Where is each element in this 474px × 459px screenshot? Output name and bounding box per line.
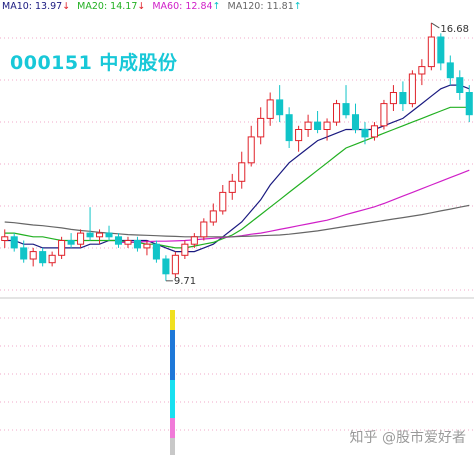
legend-label: MA10: 13.97 [2, 1, 63, 12]
candle-body [361, 129, 369, 138]
candle-body [408, 73, 416, 105]
ma-line [4, 204, 470, 238]
candle-body [266, 99, 274, 119]
candle-body [219, 191, 227, 212]
chart-title: 000151 中成股份 [10, 52, 178, 74]
legend-entry: MA120: 11.81↑ [228, 1, 302, 12]
indicator-segment [170, 438, 175, 455]
candle-body [465, 92, 473, 116]
candle-body [276, 99, 284, 116]
candle-body [96, 232, 104, 238]
legend-trend: ↑ [293, 1, 302, 12]
candle-body [181, 243, 189, 256]
legend: MA10: 13.97↓ MA20: 14.17↓ MA60: 12.84↑ MA12… [2, 1, 309, 12]
candle-body [342, 103, 350, 116]
annotation-leader [431, 22, 440, 29]
legend-entry: MA60: 12.84↑ [152, 1, 220, 12]
candle-body [200, 221, 208, 238]
indicator-segment [170, 330, 175, 380]
candle-body [105, 232, 113, 238]
candle-body [67, 240, 75, 245]
candle-body [456, 77, 464, 93]
candle-body [124, 240, 132, 245]
legend-label: MA60: 12.84 [152, 1, 213, 12]
candle-body [29, 251, 37, 260]
candle-body [58, 240, 66, 256]
candle-body [257, 117, 265, 138]
legend-trend: ↑ [212, 1, 221, 12]
ma-line [118, 169, 470, 243]
candle-body [133, 240, 141, 249]
candle-body [114, 236, 123, 245]
ma-line [4, 84, 470, 253]
indicator-segment [170, 380, 175, 418]
candle-body [380, 103, 388, 127]
candle-body [152, 243, 160, 260]
candle-body [209, 210, 217, 223]
candle-body [190, 236, 198, 245]
candle-body [238, 162, 246, 182]
candle-body [171, 254, 179, 275]
candle-body [39, 251, 47, 264]
candle-body [351, 114, 360, 130]
candle-body [446, 62, 454, 79]
candle-body [399, 92, 407, 105]
legend-label: MA120: 11.81 [227, 1, 294, 12]
legend-trend: ↓ [62, 1, 71, 12]
candle-body [389, 92, 397, 105]
legend-entry: MA20: 14.17↓ [77, 1, 145, 12]
low-label: 9.71 [174, 276, 196, 287]
high-label: 16.68 [440, 24, 469, 35]
candle-body [162, 258, 170, 275]
candle-body [418, 66, 426, 75]
indicator-segment [170, 310, 175, 330]
legend-trend: ↓ [137, 1, 146, 12]
candle-body [228, 180, 236, 193]
candle-body [86, 232, 94, 238]
candle-body [437, 36, 445, 64]
candle-body [370, 125, 378, 138]
candle-body [314, 121, 322, 130]
candle-body [1, 236, 9, 242]
candle-body [10, 236, 18, 249]
candle-body [20, 247, 28, 260]
candle-body [285, 114, 293, 142]
candle-body [333, 103, 341, 123]
candle-body [48, 254, 56, 264]
candle-body [143, 243, 151, 249]
candle-body [295, 129, 303, 142]
candle-body [427, 36, 435, 68]
watermark: 知乎 @股市爱好者 [349, 430, 466, 446]
candle-body [323, 121, 331, 130]
legend-entry: MA10: 13.97↓ [2, 1, 70, 12]
indicator-segment [170, 418, 175, 438]
candle-body [247, 136, 255, 164]
indicator-bar [170, 310, 175, 455]
candle-body [77, 232, 85, 245]
ma-line [4, 106, 470, 249]
candle-body [304, 121, 312, 130]
legend-label: MA20: 14.17 [77, 1, 138, 12]
